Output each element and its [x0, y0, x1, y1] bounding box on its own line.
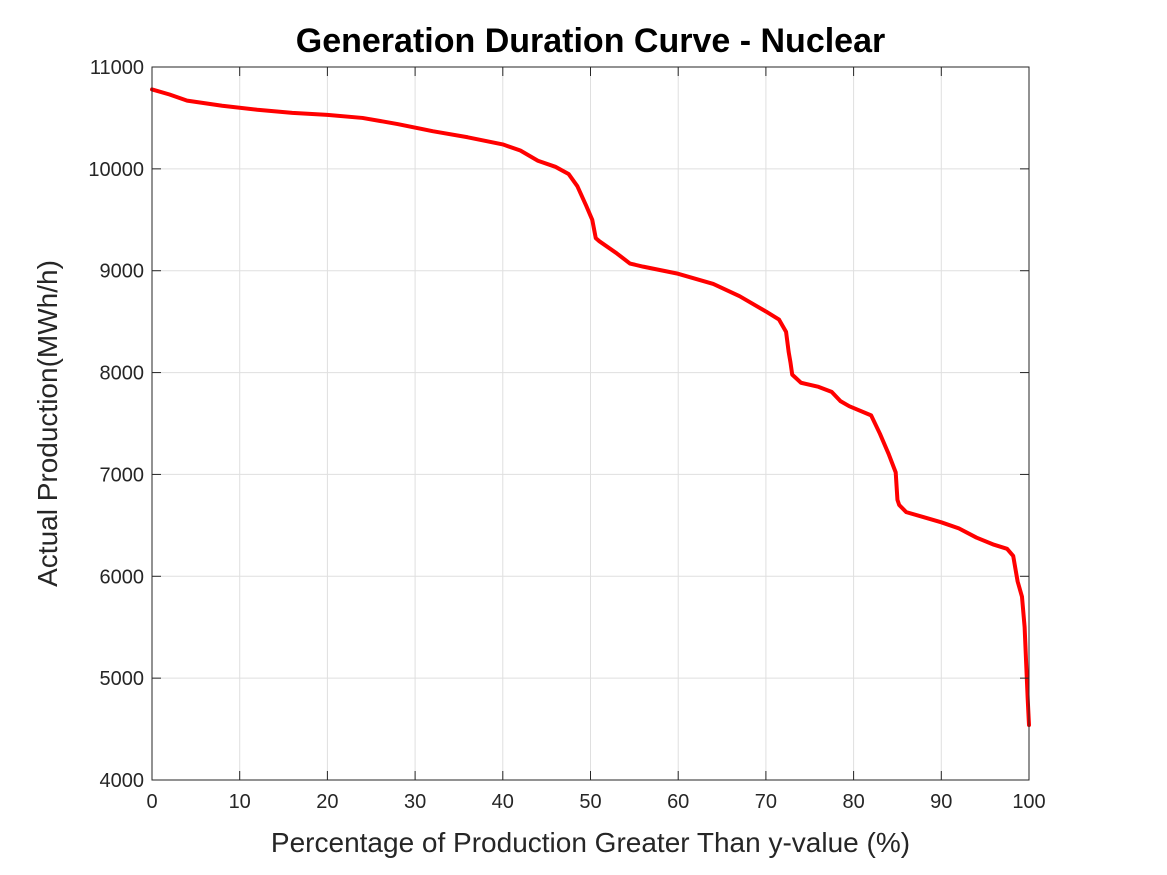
x-tick-label: 70	[755, 791, 777, 813]
y-tick-label: 8000	[100, 363, 145, 385]
x-tick-label: 90	[930, 791, 952, 813]
x-tick-label: 0	[146, 791, 157, 813]
chart-title: Generation Duration Curve - Nuclear	[296, 22, 885, 60]
series-line	[150, 87, 1031, 727]
x-tick-label: 100	[1012, 791, 1045, 813]
y-tick-label: 10000	[88, 159, 144, 181]
grid	[151, 66, 1030, 781]
y-tick-label: 5000	[100, 668, 145, 690]
x-tick-label: 30	[404, 791, 426, 813]
x-tick-label: 50	[579, 791, 601, 813]
series-layer	[150, 87, 1031, 727]
x-tick-label: 10	[229, 791, 251, 813]
y-tick-label: 7000	[100, 464, 145, 486]
y-axis-label: Actual Production(MWh/h)	[32, 260, 63, 587]
x-tick-label: 60	[667, 791, 689, 813]
y-tick-label: 4000	[100, 770, 145, 792]
x-axis-label: Percentage of Production Greater Than y-…	[271, 827, 910, 858]
y-tick-label: 9000	[100, 261, 145, 283]
axis-ticks: 0 10 20 30 40 50 60 70 80 90 100 4000 5000 6000 7000 80…	[88, 57, 1045, 813]
x-tick-label: 40	[492, 791, 514, 813]
y-tick-label: 11000	[90, 57, 144, 79]
y-tick-label: 6000	[100, 566, 145, 588]
x-tick-label: 80	[842, 791, 864, 813]
x-tick-label: 20	[316, 791, 338, 813]
